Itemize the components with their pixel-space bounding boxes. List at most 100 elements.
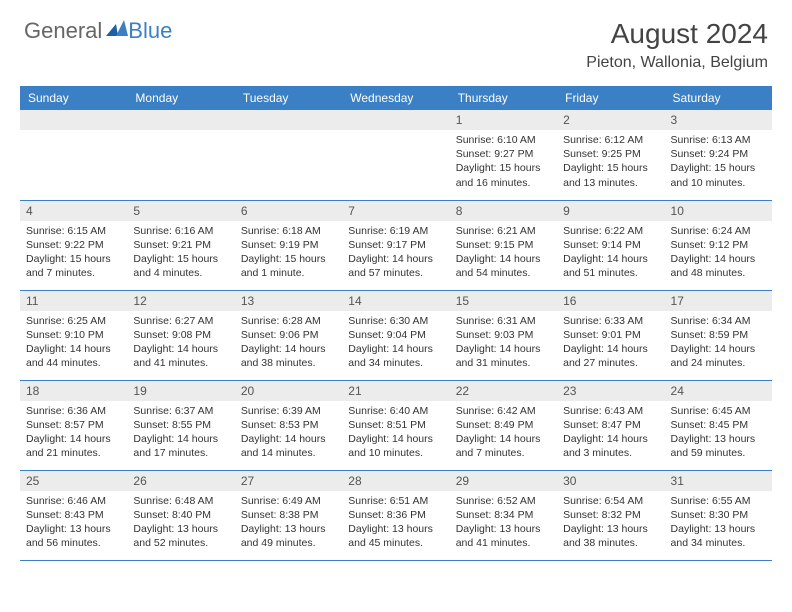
daynum: 24: [665, 381, 772, 401]
day-data: Sunrise: 6:25 AMSunset: 9:10 PMDaylight:…: [20, 311, 127, 374]
calendar-cell: 29Sunrise: 6:52 AMSunset: 8:34 PMDayligh…: [450, 470, 557, 560]
calendar-cell: 22Sunrise: 6:42 AMSunset: 8:49 PMDayligh…: [450, 380, 557, 470]
day-data: Sunrise: 6:10 AMSunset: 9:27 PMDaylight:…: [450, 130, 557, 193]
calendar-cell: 5Sunrise: 6:16 AMSunset: 9:21 PMDaylight…: [127, 200, 234, 290]
calendar-cell: 24Sunrise: 6:45 AMSunset: 8:45 PMDayligh…: [665, 380, 772, 470]
calendar-cell: 8Sunrise: 6:21 AMSunset: 9:15 PMDaylight…: [450, 200, 557, 290]
calendar-table: SundayMondayTuesdayWednesdayThursdayFrid…: [20, 86, 772, 561]
weekday-header: Tuesday: [235, 86, 342, 110]
calendar-cell: 11Sunrise: 6:25 AMSunset: 9:10 PMDayligh…: [20, 290, 127, 380]
day-data: Sunrise: 6:49 AMSunset: 8:38 PMDaylight:…: [235, 491, 342, 554]
calendar-body: 1Sunrise: 6:10 AMSunset: 9:27 PMDaylight…: [20, 110, 772, 560]
daynum: 16: [557, 291, 664, 311]
daynum: 6: [235, 201, 342, 221]
daynum: 13: [235, 291, 342, 311]
daynum: 2: [557, 110, 664, 130]
calendar-cell: [127, 110, 234, 200]
day-data: Sunrise: 6:42 AMSunset: 8:49 PMDaylight:…: [450, 401, 557, 464]
daynum: 4: [20, 201, 127, 221]
day-data: Sunrise: 6:43 AMSunset: 8:47 PMDaylight:…: [557, 401, 664, 464]
day-data: Sunrise: 6:31 AMSunset: 9:03 PMDaylight:…: [450, 311, 557, 374]
day-data: Sunrise: 6:36 AMSunset: 8:57 PMDaylight:…: [20, 401, 127, 464]
logo-text-2: Blue: [128, 18, 172, 44]
daynum: 20: [235, 381, 342, 401]
calendar-cell: 23Sunrise: 6:43 AMSunset: 8:47 PMDayligh…: [557, 380, 664, 470]
calendar-cell: 30Sunrise: 6:54 AMSunset: 8:32 PMDayligh…: [557, 470, 664, 560]
calendar-cell: 1Sunrise: 6:10 AMSunset: 9:27 PMDaylight…: [450, 110, 557, 200]
daynum: 30: [557, 471, 664, 491]
calendar-row: 18Sunrise: 6:36 AMSunset: 8:57 PMDayligh…: [20, 380, 772, 470]
weekday-header: Thursday: [450, 86, 557, 110]
day-data: Sunrise: 6:33 AMSunset: 9:01 PMDaylight:…: [557, 311, 664, 374]
daynum: 7: [342, 201, 449, 221]
calendar-head: SundayMondayTuesdayWednesdayThursdayFrid…: [20, 86, 772, 110]
calendar-row: 1Sunrise: 6:10 AMSunset: 9:27 PMDaylight…: [20, 110, 772, 200]
weekday-header: Monday: [127, 86, 234, 110]
day-data: Sunrise: 6:52 AMSunset: 8:34 PMDaylight:…: [450, 491, 557, 554]
daynum: 14: [342, 291, 449, 311]
daynum: 5: [127, 201, 234, 221]
calendar-cell: 14Sunrise: 6:30 AMSunset: 9:04 PMDayligh…: [342, 290, 449, 380]
day-data: Sunrise: 6:24 AMSunset: 9:12 PMDaylight:…: [665, 221, 772, 284]
calendar-row: 11Sunrise: 6:25 AMSunset: 9:10 PMDayligh…: [20, 290, 772, 380]
calendar-cell: [20, 110, 127, 200]
calendar-cell: 9Sunrise: 6:22 AMSunset: 9:14 PMDaylight…: [557, 200, 664, 290]
day-data: Sunrise: 6:51 AMSunset: 8:36 PMDaylight:…: [342, 491, 449, 554]
daynum: 10: [665, 201, 772, 221]
daynum: 9: [557, 201, 664, 221]
daynum-empty: [20, 110, 127, 130]
calendar-cell: 4Sunrise: 6:15 AMSunset: 9:22 PMDaylight…: [20, 200, 127, 290]
daynum: 8: [450, 201, 557, 221]
calendar-cell: 19Sunrise: 6:37 AMSunset: 8:55 PMDayligh…: [127, 380, 234, 470]
logo-icon: [106, 18, 128, 44]
day-data: Sunrise: 6:28 AMSunset: 9:06 PMDaylight:…: [235, 311, 342, 374]
calendar-cell: 15Sunrise: 6:31 AMSunset: 9:03 PMDayligh…: [450, 290, 557, 380]
daynum: 25: [20, 471, 127, 491]
daynum: 22: [450, 381, 557, 401]
calendar-cell: 12Sunrise: 6:27 AMSunset: 9:08 PMDayligh…: [127, 290, 234, 380]
calendar-cell: 3Sunrise: 6:13 AMSunset: 9:24 PMDaylight…: [665, 110, 772, 200]
daynum: 19: [127, 381, 234, 401]
calendar-cell: 13Sunrise: 6:28 AMSunset: 9:06 PMDayligh…: [235, 290, 342, 380]
page-title: August 2024: [586, 18, 768, 50]
weekday-header: Friday: [557, 86, 664, 110]
day-data: Sunrise: 6:37 AMSunset: 8:55 PMDaylight:…: [127, 401, 234, 464]
calendar-cell: 31Sunrise: 6:55 AMSunset: 8:30 PMDayligh…: [665, 470, 772, 560]
day-data: Sunrise: 6:18 AMSunset: 9:19 PMDaylight:…: [235, 221, 342, 284]
title-block: August 2024 Pieton, Wallonia, Belgium: [586, 18, 768, 72]
calendar-cell: 18Sunrise: 6:36 AMSunset: 8:57 PMDayligh…: [20, 380, 127, 470]
calendar-cell: 27Sunrise: 6:49 AMSunset: 8:38 PMDayligh…: [235, 470, 342, 560]
day-data: Sunrise: 6:27 AMSunset: 9:08 PMDaylight:…: [127, 311, 234, 374]
weekday-header: Wednesday: [342, 86, 449, 110]
day-data: Sunrise: 6:46 AMSunset: 8:43 PMDaylight:…: [20, 491, 127, 554]
daynum: 31: [665, 471, 772, 491]
daynum: 11: [20, 291, 127, 311]
day-data: Sunrise: 6:13 AMSunset: 9:24 PMDaylight:…: [665, 130, 772, 193]
day-data: Sunrise: 6:48 AMSunset: 8:40 PMDaylight:…: [127, 491, 234, 554]
calendar-cell: 10Sunrise: 6:24 AMSunset: 9:12 PMDayligh…: [665, 200, 772, 290]
calendar-cell: 26Sunrise: 6:48 AMSunset: 8:40 PMDayligh…: [127, 470, 234, 560]
logo-text-1: General: [24, 18, 102, 44]
calendar-cell: 16Sunrise: 6:33 AMSunset: 9:01 PMDayligh…: [557, 290, 664, 380]
day-data: Sunrise: 6:12 AMSunset: 9:25 PMDaylight:…: [557, 130, 664, 193]
weekday-header: Saturday: [665, 86, 772, 110]
day-data: Sunrise: 6:22 AMSunset: 9:14 PMDaylight:…: [557, 221, 664, 284]
calendar-cell: 6Sunrise: 6:18 AMSunset: 9:19 PMDaylight…: [235, 200, 342, 290]
calendar-cell: 21Sunrise: 6:40 AMSunset: 8:51 PMDayligh…: [342, 380, 449, 470]
calendar-cell: 17Sunrise: 6:34 AMSunset: 8:59 PMDayligh…: [665, 290, 772, 380]
daynum: 23: [557, 381, 664, 401]
day-data: Sunrise: 6:55 AMSunset: 8:30 PMDaylight:…: [665, 491, 772, 554]
day-data: Sunrise: 6:15 AMSunset: 9:22 PMDaylight:…: [20, 221, 127, 284]
calendar-cell: 28Sunrise: 6:51 AMSunset: 8:36 PMDayligh…: [342, 470, 449, 560]
daynum-empty: [342, 110, 449, 130]
day-data: Sunrise: 6:39 AMSunset: 8:53 PMDaylight:…: [235, 401, 342, 464]
daynum-empty: [235, 110, 342, 130]
day-data: Sunrise: 6:21 AMSunset: 9:15 PMDaylight:…: [450, 221, 557, 284]
calendar-row: 25Sunrise: 6:46 AMSunset: 8:43 PMDayligh…: [20, 470, 772, 560]
daynum: 28: [342, 471, 449, 491]
calendar-cell: [342, 110, 449, 200]
daynum: 1: [450, 110, 557, 130]
daynum: 27: [235, 471, 342, 491]
calendar-cell: 20Sunrise: 6:39 AMSunset: 8:53 PMDayligh…: [235, 380, 342, 470]
day-data: Sunrise: 6:19 AMSunset: 9:17 PMDaylight:…: [342, 221, 449, 284]
